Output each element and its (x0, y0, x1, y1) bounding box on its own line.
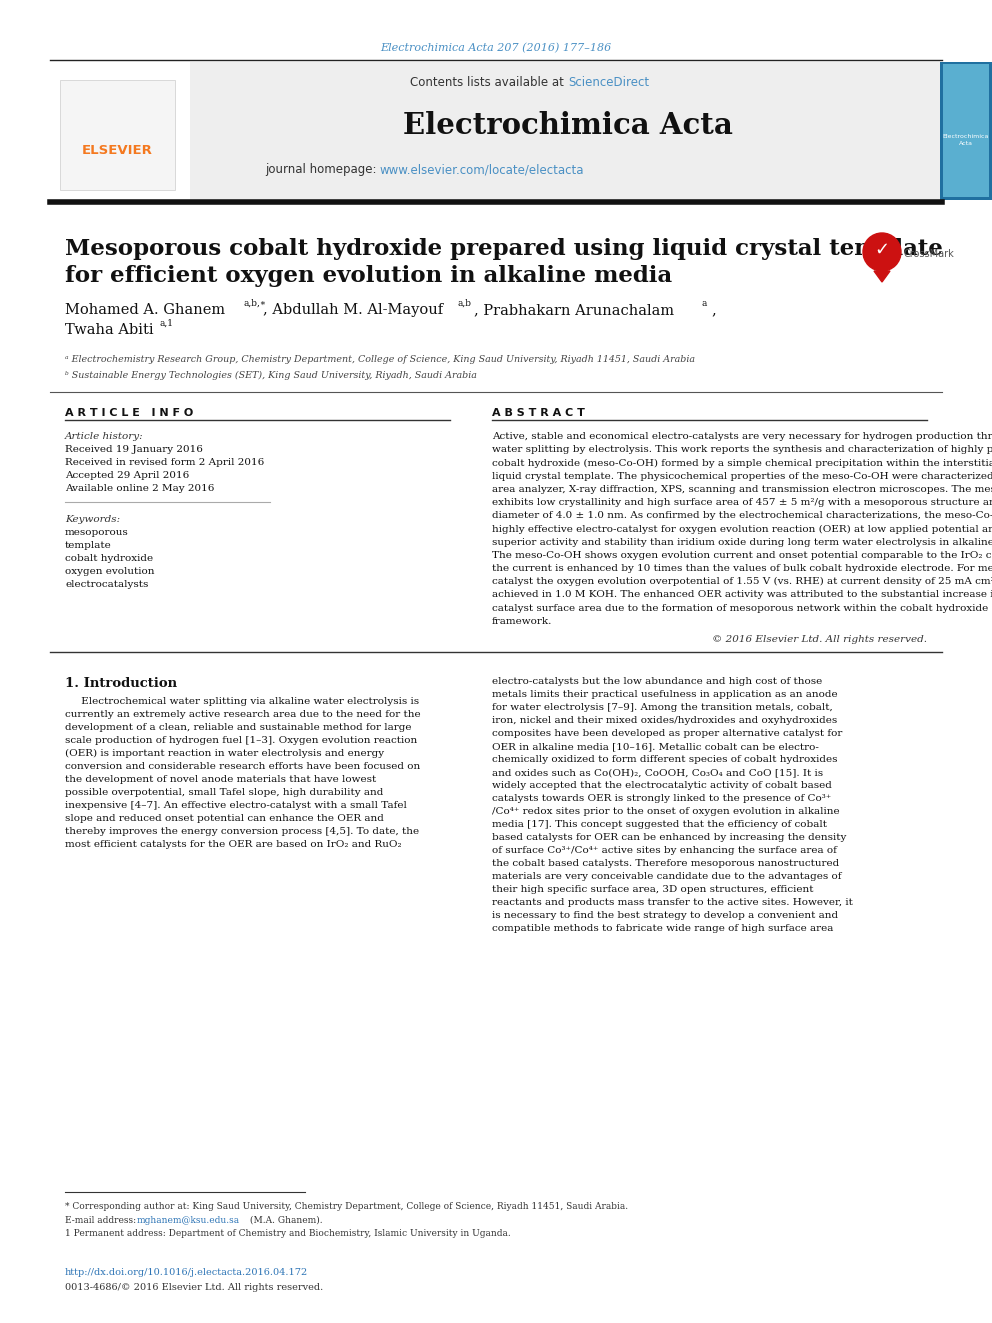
Bar (50, 62, 188, 200)
Text: Mesoporous cobalt hydroxide prepared using liquid crystal template: Mesoporous cobalt hydroxide prepared usi… (65, 238, 942, 261)
Text: Keywords:: Keywords: (65, 515, 120, 524)
Text: area analyzer, X-ray diffraction, XPS, scanning and transmission electron micros: area analyzer, X-ray diffraction, XPS, s… (492, 484, 992, 493)
Text: their high specific surface area, 3D open structures, efficient: their high specific surface area, 3D ope… (492, 885, 813, 894)
Text: reactants and products mass transfer to the active sites. However, it: reactants and products mass transfer to … (492, 898, 853, 908)
Text: the current is enhanced by 10 times than the values of bulk cobalt hydroxide ele: the current is enhanced by 10 times than… (492, 564, 992, 573)
Text: * Corresponding author at: King Saud University, Chemistry Department, College o: * Corresponding author at: King Saud Uni… (65, 1203, 628, 1211)
Text: ELSEVIER: ELSEVIER (81, 143, 153, 156)
Text: /Co⁴⁺ redox sites prior to the onset of oxygen evolution in alkaline: /Co⁴⁺ redox sites prior to the onset of … (492, 807, 839, 816)
Text: ✓: ✓ (874, 241, 890, 259)
Text: slope and reduced onset potential can enhance the OER and: slope and reduced onset potential can en… (65, 814, 384, 823)
Text: metals limits their practical usefulness in application as an anode: metals limits their practical usefulness… (492, 691, 837, 699)
Text: template: template (65, 541, 112, 550)
Text: ᵇ Sustainable Energy Technologies (SET), King Saud University, Riyadh, Saudi Ara: ᵇ Sustainable Energy Technologies (SET),… (65, 370, 477, 380)
Text: based catalysts for OER can be enhanced by increasing the density: based catalysts for OER can be enhanced … (492, 833, 846, 841)
Text: Available online 2 May 2016: Available online 2 May 2016 (65, 484, 214, 493)
Text: Electrochemical water splitting via alkaline water electrolysis is: Electrochemical water splitting via alka… (65, 697, 420, 706)
Text: currently an extremely active research area due to the need for the: currently an extremely active research a… (65, 710, 421, 718)
Text: , Prabhakarn Arunachalam: , Prabhakarn Arunachalam (474, 303, 675, 318)
Text: 1 Permanent address: Department of Chemistry and Biochemistry, Islamic Universit: 1 Permanent address: Department of Chemi… (65, 1229, 511, 1238)
Text: 1. Introduction: 1. Introduction (65, 677, 178, 691)
Text: , Abdullah M. Al-Mayouf: , Abdullah M. Al-Mayouf (263, 303, 443, 318)
Text: CrossMark: CrossMark (903, 249, 953, 259)
Text: thereby improves the energy conversion process [4,5]. To date, the: thereby improves the energy conversion p… (65, 827, 420, 836)
Bar (943, 64, 989, 197)
Text: Active, stable and economical electro-catalysts are very necessary for hydrogen : Active, stable and economical electro-ca… (492, 433, 992, 441)
Text: Accepted 29 April 2016: Accepted 29 April 2016 (65, 471, 189, 480)
Text: possible overpotential, small Tafel slope, high durability and: possible overpotential, small Tafel slop… (65, 789, 383, 796)
Text: ,: , (711, 303, 716, 318)
Text: diameter of 4.0 ± 1.0 nm. As confirmed by the electrochemical characterizations,: diameter of 4.0 ± 1.0 nm. As confirmed b… (492, 511, 992, 520)
Text: water splitting by electrolysis. This work reports the synthesis and characteriz: water splitting by electrolysis. This wo… (492, 446, 992, 454)
Text: Electrochimica Acta 207 (2016) 177–186: Electrochimica Acta 207 (2016) 177–186 (380, 42, 612, 53)
Text: the cobalt based catalysts. Therefore mesoporous nanostructured: the cobalt based catalysts. Therefore me… (492, 859, 839, 868)
Text: superior activity and stability than iridium oxide during long term water electr: superior activity and stability than iri… (492, 537, 992, 546)
Text: catalyst the oxygen evolution overpotential of 1.55 V (vs. RHE) at current densi: catalyst the oxygen evolution overpotent… (492, 577, 992, 586)
Text: ScienceDirect: ScienceDirect (568, 75, 649, 89)
Text: www.elsevier.com/locate/electacta: www.elsevier.com/locate/electacta (380, 164, 584, 176)
Text: a,b,∗: a,b,∗ (243, 299, 266, 307)
Text: scale production of hydrogen fuel [1–3]. Oxygen evolution reaction: scale production of hydrogen fuel [1–3].… (65, 736, 418, 745)
Text: http://dx.doi.org/10.1016/j.electacta.2016.04.172: http://dx.doi.org/10.1016/j.electacta.20… (65, 1267, 309, 1277)
Text: (OER) is important reaction in water electrolysis and energy: (OER) is important reaction in water ele… (65, 749, 384, 758)
Text: catalysts towards OER is strongly linked to the presence of Co³⁺: catalysts towards OER is strongly linked… (492, 794, 831, 803)
Text: Mohamed A. Ghanem: Mohamed A. Ghanem (65, 303, 225, 318)
Text: cobalt hydroxide: cobalt hydroxide (65, 554, 153, 564)
Text: composites have been developed as proper alternative catalyst for: composites have been developed as proper… (492, 729, 842, 738)
Polygon shape (874, 271, 890, 282)
Text: a,1: a,1 (160, 319, 174, 328)
Text: framework.: framework. (492, 617, 553, 626)
Text: Electrochimica
Acta: Electrochimica Acta (942, 135, 989, 146)
Text: E-mail address:: E-mail address: (65, 1216, 139, 1225)
Text: Article history:: Article history: (65, 433, 144, 441)
Text: and oxides such as Co(OH)₂, CoOOH, Co₃O₄ and CoO [15]. It is: and oxides such as Co(OH)₂, CoOOH, Co₃O₄… (492, 767, 823, 777)
Text: a: a (702, 299, 707, 307)
Text: cobalt hydroxide (meso-Co-OH) formed by a simple chemical precipitation within t: cobalt hydroxide (meso-Co-OH) formed by … (492, 458, 992, 467)
Text: electrocatalysts: electrocatalysts (65, 579, 149, 589)
Text: © 2016 Elsevier Ltd. All rights reserved.: © 2016 Elsevier Ltd. All rights reserved… (712, 635, 927, 644)
Text: catalyst surface area due to the formation of mesoporous network within the coba: catalyst surface area due to the formati… (492, 603, 988, 613)
Text: A R T I C L E   I N F O: A R T I C L E I N F O (65, 407, 193, 418)
Text: highly effective electro-catalyst for oxygen evolution reaction (OER) at low app: highly effective electro-catalyst for ox… (492, 524, 992, 533)
Text: conversion and considerable research efforts have been focused on: conversion and considerable research eff… (65, 762, 421, 771)
Text: chemically oxidized to form different species of cobalt hydroxides: chemically oxidized to form different sp… (492, 755, 837, 763)
Text: compatible methods to fabricate wide range of high surface area: compatible methods to fabricate wide ran… (492, 923, 833, 933)
Bar (940, 62, 992, 200)
Text: media [17]. This concept suggested that the efficiency of cobalt: media [17]. This concept suggested that … (492, 820, 827, 830)
Text: mesoporous: mesoporous (65, 528, 129, 537)
Bar (60, 79, 175, 191)
Text: The meso-Co-OH shows oxygen evolution current and onset potential comparable to : The meso-Co-OH shows oxygen evolution cu… (492, 550, 992, 560)
Text: liquid crystal template. The physicochemical properties of the meso-Co-OH were c: liquid crystal template. The physicochem… (492, 471, 992, 480)
Text: journal homepage:: journal homepage: (265, 164, 380, 176)
Text: mghanem@ksu.edu.sa: mghanem@ksu.edu.sa (137, 1216, 240, 1225)
Text: iron, nickel and their mixed oxides/hydroxides and oxyhydroxides: iron, nickel and their mixed oxides/hydr… (492, 716, 837, 725)
Text: a,b: a,b (458, 299, 472, 307)
Text: OER in alkaline media [10–16]. Metallic cobalt can be electro-: OER in alkaline media [10–16]. Metallic … (492, 742, 818, 751)
Text: oxygen evolution: oxygen evolution (65, 568, 155, 576)
Text: 0013-4686/© 2016 Elsevier Ltd. All rights reserved.: 0013-4686/© 2016 Elsevier Ltd. All right… (65, 1283, 323, 1293)
Text: most efficient catalysts for the OER are based on IrO₂ and RuO₂: most efficient catalysts for the OER are… (65, 840, 402, 849)
Text: (M.A. Ghanem).: (M.A. Ghanem). (247, 1216, 322, 1225)
Text: Twaha Abiti: Twaha Abiti (65, 323, 154, 337)
Text: A B S T R A C T: A B S T R A C T (492, 407, 585, 418)
Text: Contents lists available at: Contents lists available at (411, 75, 568, 89)
Text: achieved in 1.0 M KOH. The enhanced OER activity was attributed to the substanti: achieved in 1.0 M KOH. The enhanced OER … (492, 590, 992, 599)
Text: development of a clean, reliable and sustainable method for large: development of a clean, reliable and sus… (65, 722, 412, 732)
Text: exhibits low crystallinity and high surface area of 457 ± 5 m²/g with a mesoporo: exhibits low crystallinity and high surf… (492, 497, 992, 507)
Text: inexpensive [4–7]. An effective electro-catalyst with a small Tafel: inexpensive [4–7]. An effective electro-… (65, 800, 407, 810)
Bar (190, 62, 942, 200)
Text: Received 19 January 2016: Received 19 January 2016 (65, 445, 203, 454)
Text: is necessary to find the best strategy to develop a convenient and: is necessary to find the best strategy t… (492, 912, 838, 919)
Text: Received in revised form 2 April 2016: Received in revised form 2 April 2016 (65, 458, 264, 467)
Text: for efficient oxygen evolution in alkaline media: for efficient oxygen evolution in alkali… (65, 265, 673, 287)
Text: Electrochimica Acta: Electrochimica Acta (403, 111, 733, 139)
Text: electro-catalysts but the low abundance and high cost of those: electro-catalysts but the low abundance … (492, 677, 822, 687)
Text: materials are very conceivable candidate due to the advantages of: materials are very conceivable candidate… (492, 872, 841, 881)
Text: ᵃ Electrochemistry Research Group, Chemistry Department, College of Science, Kin: ᵃ Electrochemistry Research Group, Chemi… (65, 355, 695, 364)
Circle shape (863, 233, 901, 271)
Text: for water electrolysis [7–9]. Among the transition metals, cobalt,: for water electrolysis [7–9]. Among the … (492, 703, 832, 712)
Text: widely accepted that the electrocatalytic activity of cobalt based: widely accepted that the electrocatalyti… (492, 781, 832, 790)
Text: the development of novel anode materials that have lowest: the development of novel anode materials… (65, 775, 376, 785)
Text: of surface Co³⁺/Co⁴⁺ active sites by enhancing the surface area of: of surface Co³⁺/Co⁴⁺ active sites by enh… (492, 845, 837, 855)
